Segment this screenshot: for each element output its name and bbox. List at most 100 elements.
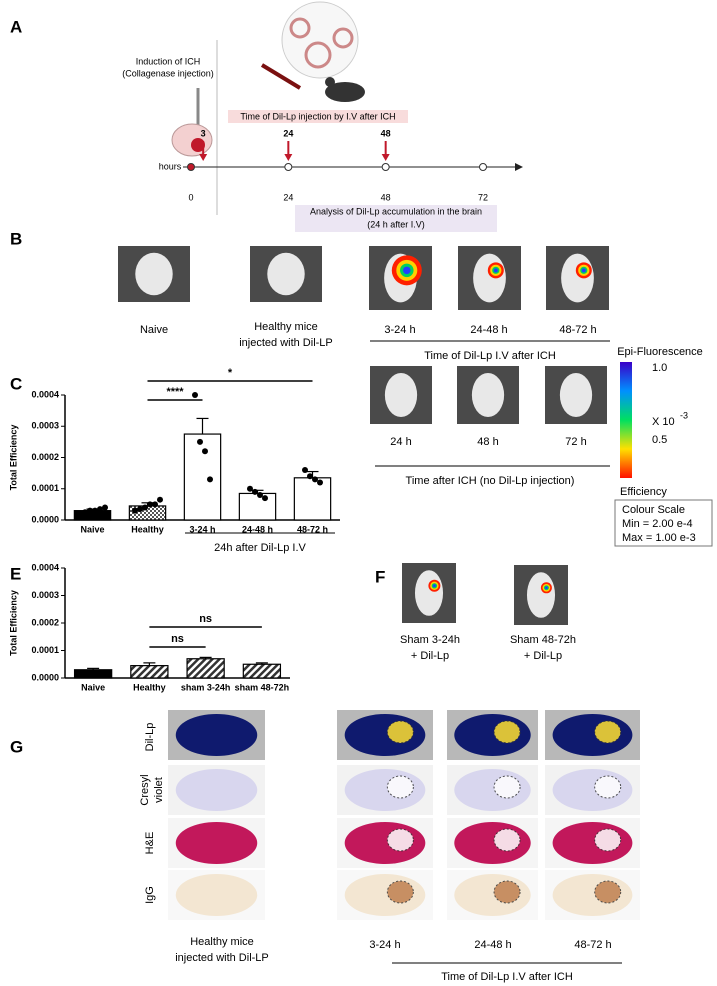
data-point	[152, 501, 158, 508]
lesion	[493, 720, 521, 744]
x-tick-label: 24-48 h	[242, 524, 273, 534]
time-point	[187, 163, 195, 171]
scale-box-title: Colour Scale	[622, 504, 685, 516]
scale-multiplier: X 10	[652, 416, 675, 428]
x-tick-label: sham 3-24h	[181, 682, 231, 692]
brain	[414, 570, 444, 616]
data-point	[102, 504, 108, 511]
brain	[135, 252, 173, 296]
row-label: IgG	[144, 886, 156, 904]
color-scale: Epi-Fluorescence 1.0 0.5 X 10 -3 Efficie…	[614, 346, 713, 547]
mouse	[325, 82, 365, 102]
image-label: Healthy mice	[254, 321, 318, 333]
image-label: Sham 48-72h	[510, 634, 576, 646]
lesion	[386, 880, 414, 904]
hour-label: 72	[478, 192, 488, 202]
data-point	[132, 507, 138, 514]
panel-label: C	[10, 374, 22, 393]
panel-label: F	[375, 567, 385, 586]
axis-arrow	[515, 163, 523, 171]
section	[175, 822, 258, 864]
y-tick-label: 0.0002	[31, 617, 59, 627]
panel-f-text: Sham 3-24h + Dil-Lp Sham 48-72h + Dil-Lp	[400, 634, 576, 662]
lesion	[386, 720, 414, 744]
scale-title: Epi-Fluorescence	[617, 346, 703, 358]
analysis-label: Analysis of Dil-Lp accumulation in the b…	[310, 206, 482, 216]
panel-b-text: Naive Healthy mice injected with Dil-LP …	[140, 321, 610, 362]
data-point	[202, 448, 208, 455]
hour-label: 24	[283, 192, 293, 202]
liposome	[289, 17, 311, 39]
image-label: + Dil-Lp	[411, 650, 449, 662]
injection-label: Time of Dil-Lp injection by I.V after IC…	[240, 111, 395, 121]
brain-icon	[171, 123, 213, 157]
section	[344, 714, 426, 756]
row-label: H&E	[144, 832, 156, 855]
image-label: Sham 3-24h	[400, 634, 460, 646]
data-point	[97, 506, 103, 513]
panel-g-text: Dil-Lp Cresyl violet H&E IgG Healthy mic…	[139, 723, 622, 983]
data-point	[307, 473, 313, 480]
data-point	[197, 438, 203, 445]
data-point	[77, 510, 83, 517]
section	[552, 769, 633, 811]
x-tick-label: sham 48-72h	[235, 682, 290, 692]
induction-note: (Collagenase injection)	[122, 68, 214, 78]
analysis-box	[295, 205, 497, 232]
data-point	[157, 496, 163, 503]
bar	[242, 663, 282, 679]
significance-label: ns	[199, 613, 212, 625]
arrow-head	[284, 154, 293, 161]
bar	[130, 665, 169, 679]
section	[344, 874, 426, 916]
injection-time: 3	[201, 128, 206, 138]
bar	[186, 658, 225, 679]
column-label: 48-72 h	[574, 939, 611, 951]
section	[552, 822, 633, 864]
analysis-note: (24 h after I.V)	[367, 219, 425, 229]
time-point	[479, 163, 487, 171]
row-label: Cresyl	[139, 774, 151, 805]
bar	[183, 433, 222, 521]
scale-bar	[620, 362, 632, 478]
y-tick-label: 0.0001	[31, 645, 59, 655]
panel-label: G	[10, 737, 23, 756]
section	[175, 714, 258, 756]
scale-min: Min = 2.00 e-4	[622, 518, 693, 530]
data-point	[87, 507, 93, 514]
induction: Induction of ICH	[136, 56, 201, 66]
syringe	[260, 63, 302, 90]
data-point	[192, 392, 198, 398]
brain	[267, 252, 305, 296]
section	[344, 822, 426, 864]
panel-label: B	[10, 229, 22, 248]
y-tick-label: 0.0004	[31, 389, 59, 399]
column-label: 24-48 h	[474, 939, 511, 951]
lesion	[386, 828, 414, 852]
row-label: Dil-Lp	[144, 723, 156, 752]
signal	[581, 268, 586, 273]
column-label: 3-24 h	[369, 939, 400, 951]
y-tick-label: 0.0001	[31, 483, 59, 493]
group-label: Time of Dil-Lp I.V after ICH	[441, 971, 573, 983]
brain	[473, 253, 506, 303]
y-tick-label: 0.0003	[31, 590, 59, 600]
scale-exponent: -3	[680, 410, 688, 420]
data-point	[92, 507, 98, 514]
x-tick-label: Naive	[81, 682, 105, 692]
brain	[384, 372, 418, 418]
row-label: violet	[153, 777, 165, 803]
data-point	[247, 485, 253, 492]
time-point	[284, 163, 293, 171]
signal	[545, 586, 548, 590]
data-point	[317, 479, 323, 486]
brain	[559, 372, 593, 418]
image-label: 72 h	[565, 436, 586, 448]
x-tick-label: 48-72 h	[297, 524, 328, 534]
scale-box	[614, 499, 713, 547]
panel-label: E	[10, 564, 21, 583]
data-point	[207, 476, 213, 483]
lesion	[386, 775, 414, 799]
data-point	[147, 501, 153, 508]
scale-tick: 1.0	[652, 362, 667, 374]
